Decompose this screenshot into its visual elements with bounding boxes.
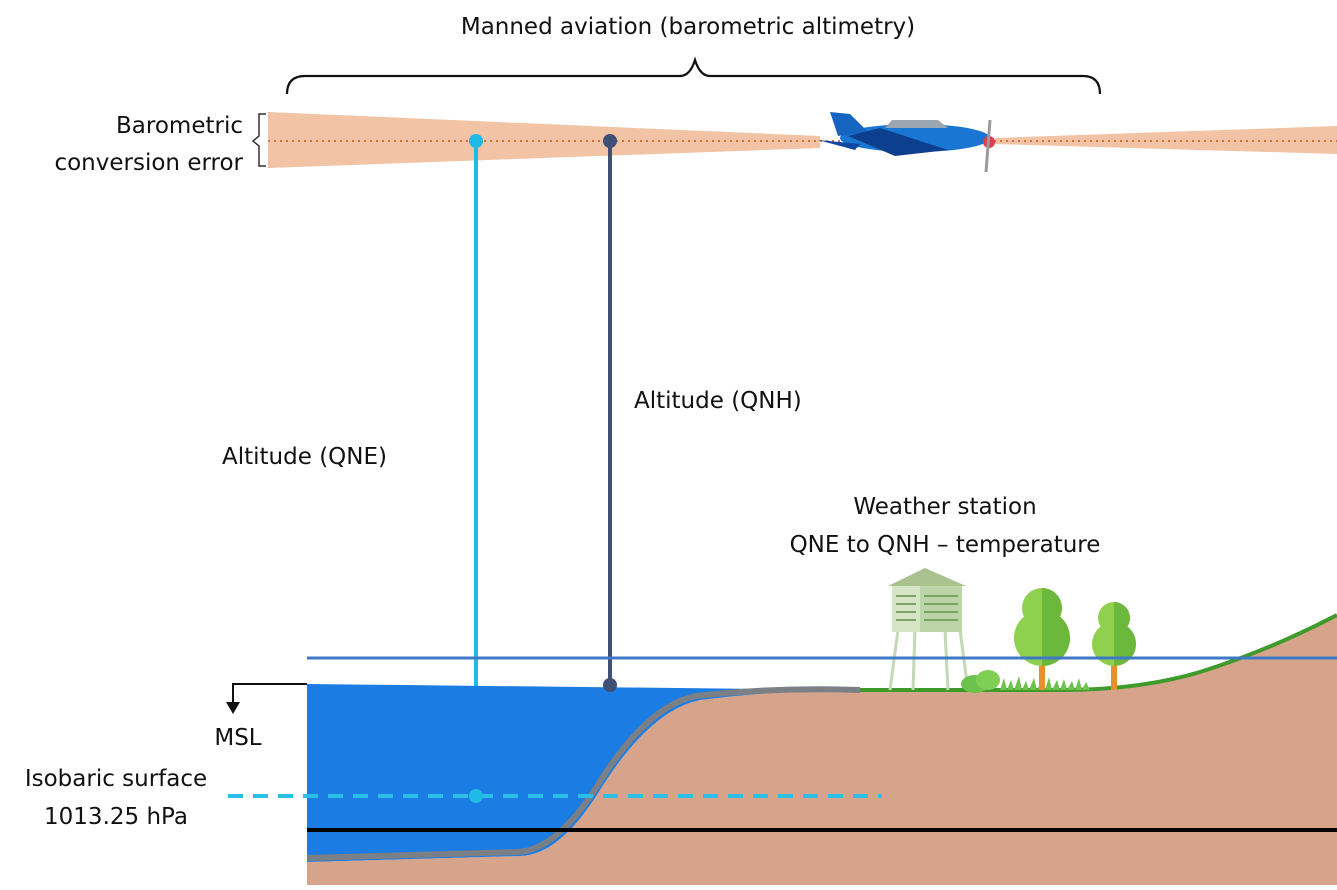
msl-arrow-head	[226, 702, 240, 714]
msl-arrow	[232, 683, 307, 705]
water-body	[307, 684, 860, 862]
grass-tufts	[1000, 676, 1090, 690]
tree-icon	[1092, 602, 1136, 690]
qnh-bottom-marker	[603, 678, 617, 692]
bush-icon	[961, 670, 1000, 693]
curly-brace	[285, 56, 1102, 95]
barometric-error-bracket	[251, 113, 266, 167]
qne-top-marker	[469, 134, 483, 148]
seabed-edge	[306, 686, 861, 861]
manned-aviation-label: Manned aviation (barometric altimetry)	[461, 14, 915, 40]
barometric-error-label-line1: Barometric	[116, 113, 243, 139]
airplane-icon	[818, 112, 995, 173]
altitude-qne-label: Altitude (QNE)	[222, 444, 387, 470]
barometric-error-label-line2: conversion error	[54, 150, 243, 176]
isobaric-surface-label-line1: Isobaric surface	[25, 766, 207, 792]
grass-line	[860, 613, 1337, 692]
weather-station-icon	[888, 568, 970, 691]
msl-label: MSL	[214, 725, 261, 751]
qne-bottom-marker	[469, 789, 483, 803]
isobaric-surface-label-line2: 1013.25 hPa	[44, 804, 188, 830]
weather-station-label-line1: Weather station	[853, 494, 1036, 520]
qnh-top-marker	[603, 134, 617, 148]
barometric-error-band-right	[995, 126, 1337, 154]
tree-icon	[1014, 588, 1070, 690]
weather-station-label-line2: QNE to QNH – temperature	[790, 532, 1101, 558]
altitude-qnh-label: Altitude (QNH)	[634, 388, 802, 414]
ground	[307, 615, 1337, 885]
